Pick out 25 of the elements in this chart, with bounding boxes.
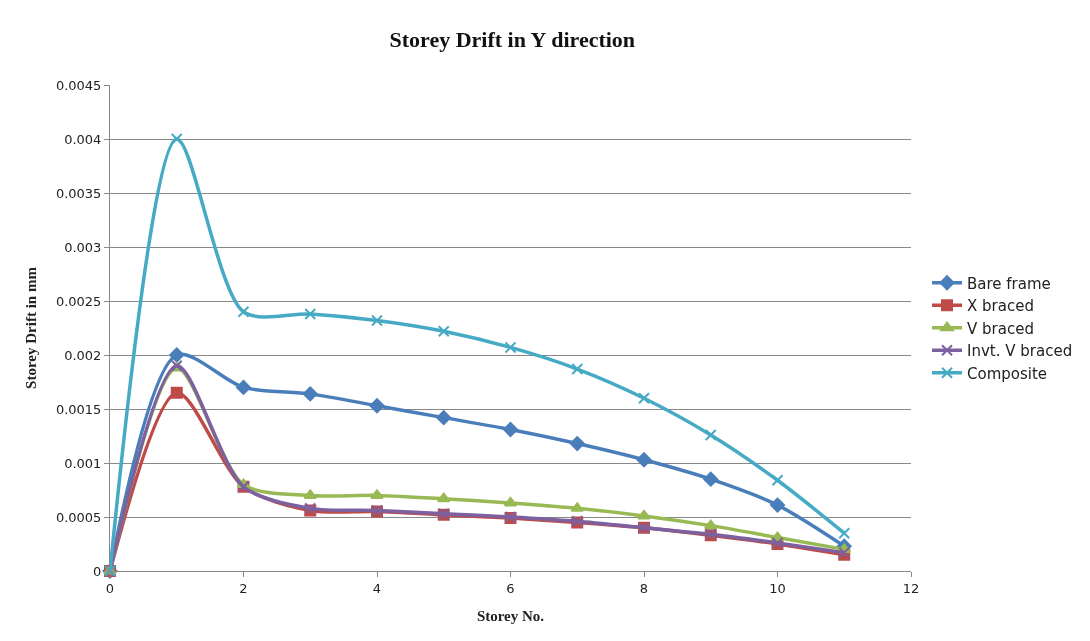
y-tick-label: 0.004 — [64, 131, 102, 147]
x-tick-label: 12 — [902, 580, 920, 596]
legend-label: Bare frame — [967, 274, 1051, 293]
x-tick-label: 2 — [239, 580, 248, 596]
y-tick-label: 0.002 — [64, 347, 102, 363]
legend-label: X braced — [967, 297, 1034, 316]
y-tick-label: 0.0025 — [55, 293, 102, 309]
x-tick-label: 8 — [639, 580, 649, 596]
x-axis-title: Storey No. — [476, 607, 545, 624]
x-tick-label: 4 — [372, 580, 382, 596]
y-tick-label: 0.001 — [64, 455, 102, 471]
y-tick-label: 0.0035 — [55, 185, 102, 201]
x-tick-label: 0 — [105, 580, 115, 596]
legend-label: Composite — [967, 364, 1048, 383]
x-tick-label: 10 — [769, 580, 786, 596]
y-axis-title: Storey Drift in mm — [23, 266, 40, 389]
legend-label: Invt. V braced — [967, 342, 1073, 361]
y-tick-label: 0.0005 — [55, 509, 102, 525]
y-tick-label: 0 — [93, 563, 102, 579]
legend-label: V braced — [967, 319, 1034, 338]
y-tick-label: 0.003 — [64, 239, 102, 255]
y-tick-label: 0.0045 — [55, 77, 102, 93]
x-tick-label: 6 — [506, 580, 515, 596]
chart-title: Storey Drift in Y direction — [389, 27, 636, 53]
y-tick-label: 0.0015 — [55, 401, 102, 417]
